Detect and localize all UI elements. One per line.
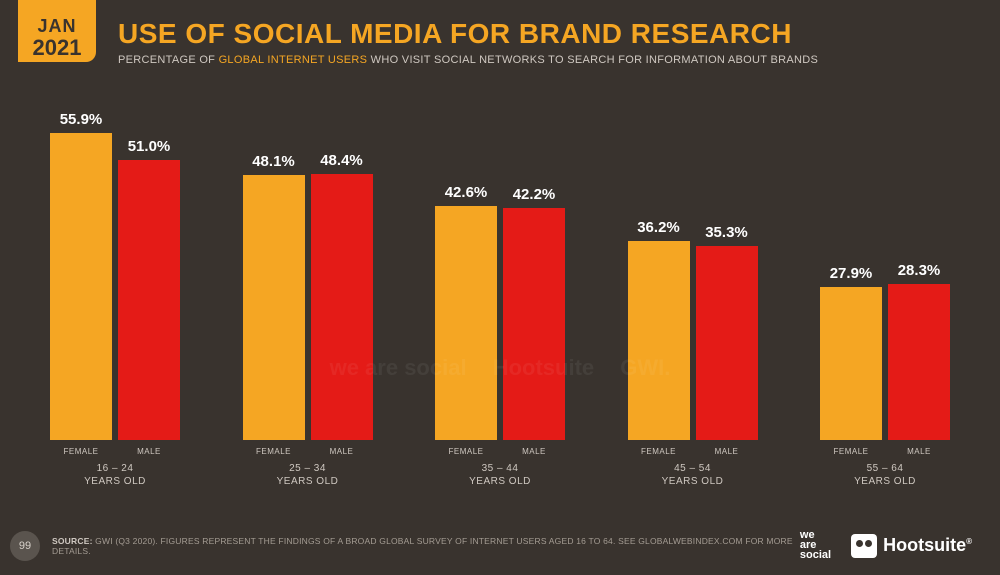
female-bar: 48.1%FEMALE bbox=[243, 175, 305, 440]
group-label: 35 – 44YEARS OLD bbox=[469, 462, 531, 488]
bar-series-label: MALE bbox=[888, 447, 950, 456]
group-label: 45 – 54YEARS OLD bbox=[662, 462, 724, 488]
we-are-social-logo: we are social bbox=[800, 531, 831, 561]
bar-series-label: FEMALE bbox=[628, 447, 690, 456]
bar-value: 48.1% bbox=[239, 153, 309, 170]
owl-icon bbox=[851, 534, 877, 558]
bar-value: 28.3% bbox=[884, 262, 954, 279]
bar-value: 55.9% bbox=[46, 111, 116, 128]
date-month: JAN bbox=[37, 17, 76, 36]
male-bar: 48.4%MALE bbox=[311, 174, 373, 440]
group-label: 16 – 24YEARS OLD bbox=[84, 462, 146, 488]
age-group: 42.6%FEMALE42.2%MALE35 – 44YEARS OLD bbox=[415, 110, 585, 490]
header: JAN 2021 USE OF SOCIAL MEDIA FOR BRAND R… bbox=[0, 0, 1000, 66]
bar-value: 27.9% bbox=[816, 265, 886, 282]
female-bar: 55.9%FEMALE bbox=[50, 133, 112, 440]
bar-pair: 36.2%FEMALE35.3%MALE bbox=[608, 110, 778, 440]
bar-value: 35.3% bbox=[692, 224, 762, 241]
female-bar: 27.9%FEMALE bbox=[820, 287, 882, 440]
bar-series-label: MALE bbox=[696, 447, 758, 456]
bar-series-label: FEMALE bbox=[820, 447, 882, 456]
subtitle: PERCENTAGE OF GLOBAL INTERNET USERS WHO … bbox=[118, 54, 818, 66]
source-label: SOURCE: bbox=[52, 536, 93, 546]
page-number: 99 bbox=[10, 531, 40, 561]
was-line3: social bbox=[800, 551, 831, 561]
male-bar: 51.0%MALE bbox=[118, 160, 180, 441]
date-year: 2021 bbox=[33, 36, 82, 59]
bar-series-label: FEMALE bbox=[435, 447, 497, 456]
bar-value: 36.2% bbox=[624, 219, 694, 236]
date-badge: JAN 2021 bbox=[18, 0, 96, 62]
group-label: 25 – 34YEARS OLD bbox=[277, 462, 339, 488]
bar-pair: 48.1%FEMALE48.4%MALE bbox=[223, 110, 393, 440]
footer: 99 SOURCE: GWI (Q3 2020). FIGURES REPRES… bbox=[0, 517, 1000, 575]
page-title: USE OF SOCIAL MEDIA FOR BRAND RESEARCH bbox=[118, 18, 818, 50]
age-group: 48.1%FEMALE48.4%MALE25 – 34YEARS OLD bbox=[223, 110, 393, 490]
bar-value: 48.4% bbox=[307, 152, 377, 169]
hootsuite-text: Hootsuite bbox=[883, 535, 966, 555]
bar-series-label: FEMALE bbox=[243, 447, 305, 456]
age-group: 36.2%FEMALE35.3%MALE45 – 54YEARS OLD bbox=[608, 110, 778, 490]
male-bar: 42.2%MALE bbox=[503, 208, 565, 440]
female-bar: 36.2%FEMALE bbox=[628, 241, 690, 440]
title-block: USE OF SOCIAL MEDIA FOR BRAND RESEARCH P… bbox=[118, 18, 818, 66]
age-group: 27.9%FEMALE28.3%MALE55 – 64YEARS OLD bbox=[800, 110, 970, 490]
female-bar: 42.6%FEMALE bbox=[435, 206, 497, 440]
bar-value: 42.2% bbox=[499, 186, 569, 203]
source-line: SOURCE: GWI (Q3 2020). FIGURES REPRESENT… bbox=[52, 536, 800, 556]
subtitle-post: WHO VISIT SOCIAL NETWORKS TO SEARCH FOR … bbox=[367, 54, 818, 66]
hootsuite-logo: Hootsuite® bbox=[851, 534, 972, 558]
hootsuite-tm: ® bbox=[966, 537, 972, 546]
subtitle-pre: PERCENTAGE OF bbox=[118, 54, 219, 66]
bar-pair: 42.6%FEMALE42.2%MALE bbox=[415, 110, 585, 440]
group-label: 55 – 64YEARS OLD bbox=[854, 462, 916, 488]
subtitle-highlight: GLOBAL INTERNET USERS bbox=[219, 54, 368, 66]
bar-chart: 55.9%FEMALE51.0%MALE16 – 24YEARS OLD48.1… bbox=[30, 110, 970, 490]
bar-series-label: MALE bbox=[503, 447, 565, 456]
bar-pair: 55.9%FEMALE51.0%MALE bbox=[30, 110, 200, 440]
male-bar: 35.3%MALE bbox=[696, 246, 758, 440]
footer-logos: we are social Hootsuite® bbox=[800, 531, 972, 561]
age-group: 55.9%FEMALE51.0%MALE16 – 24YEARS OLD bbox=[30, 110, 200, 490]
male-bar: 28.3%MALE bbox=[888, 284, 950, 440]
bar-series-label: MALE bbox=[118, 447, 180, 456]
bar-pair: 27.9%FEMALE28.3%MALE bbox=[800, 110, 970, 440]
bar-series-label: FEMALE bbox=[50, 447, 112, 456]
bar-series-label: MALE bbox=[311, 447, 373, 456]
source-text: GWI (Q3 2020). FIGURES REPRESENT THE FIN… bbox=[52, 536, 793, 556]
bar-value: 42.6% bbox=[431, 184, 501, 201]
bar-value: 51.0% bbox=[114, 138, 184, 155]
